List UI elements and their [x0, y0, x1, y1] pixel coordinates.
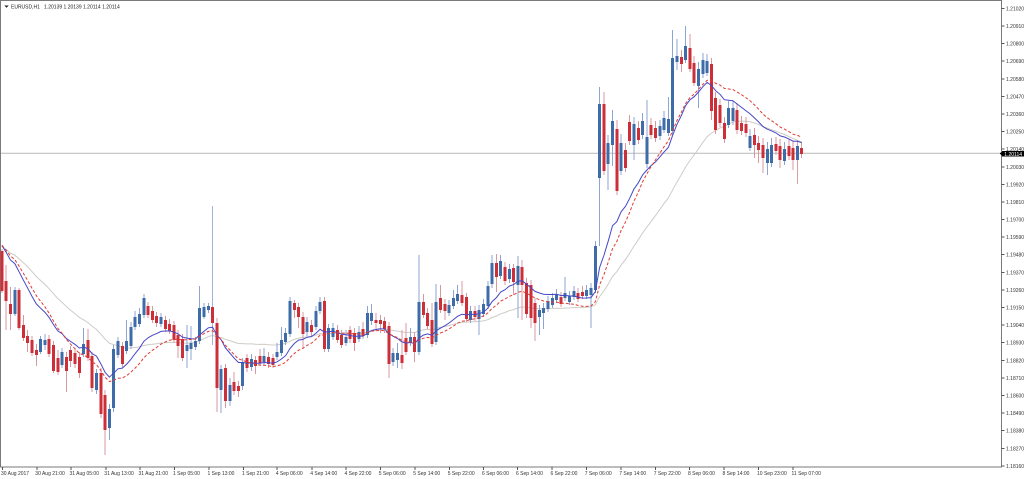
svg-text:1.19370: 1.19370 — [1006, 270, 1024, 276]
svg-text:1.20360: 1.20360 — [1006, 112, 1024, 118]
svg-text:EURUSD,H1 1.20139 1.20139 1.: EURUSD,H1 1.20139 1.20139 1.20114 1.2011… — [11, 5, 120, 11]
svg-text:1.20800: 1.20800 — [1006, 42, 1024, 48]
svg-text:1.18160: 1.18160 — [1006, 464, 1024, 470]
svg-text:1.20690: 1.20690 — [1006, 59, 1024, 65]
svg-text:5 Sep 14:00: 5 Sep 14:00 — [413, 471, 440, 477]
svg-text:1.19810: 1.19810 — [1006, 200, 1024, 206]
svg-text:1.18820: 1.18820 — [1006, 358, 1024, 364]
svg-text:6 Sep 06:00: 6 Sep 06:00 — [482, 471, 509, 477]
svg-text:1.21020: 1.21020 — [1006, 6, 1024, 12]
svg-text:4 Sep 06:00: 4 Sep 06:00 — [276, 471, 303, 477]
svg-text:1.19920: 1.19920 — [1006, 182, 1024, 188]
svg-text:1 Sep 21:00: 1 Sep 21:00 — [242, 471, 269, 477]
svg-text:1.20580: 1.20580 — [1006, 77, 1024, 83]
svg-text:1.20140: 1.20140 — [1006, 147, 1024, 153]
svg-text:30 Aug 21:00: 30 Aug 21:00 — [35, 471, 65, 477]
svg-text:5 Sep 22:00: 5 Sep 22:00 — [448, 471, 475, 477]
svg-text:1.18930: 1.18930 — [1006, 341, 1024, 347]
svg-text:1.20114: 1.20114 — [1004, 152, 1022, 158]
svg-text:8 Sep 06:00: 8 Sep 06:00 — [688, 471, 715, 477]
svg-text:1.18270: 1.18270 — [1006, 446, 1024, 452]
svg-text:1.18490: 1.18490 — [1006, 411, 1024, 417]
svg-text:1.18380: 1.18380 — [1006, 429, 1024, 435]
svg-text:1.19150: 1.19150 — [1006, 306, 1024, 312]
svg-text:31 Aug 21:00: 31 Aug 21:00 — [139, 471, 169, 477]
svg-text:7 Sep 22:00: 7 Sep 22:00 — [654, 471, 681, 477]
svg-text:1.18600: 1.18600 — [1006, 394, 1024, 400]
svg-text:1.19260: 1.19260 — [1006, 288, 1024, 294]
svg-text:1.20910: 1.20910 — [1006, 24, 1024, 30]
svg-text:7 Sep 14:00: 7 Sep 14:00 — [619, 471, 646, 477]
svg-text:1.19590: 1.19590 — [1006, 235, 1024, 241]
svg-text:6 Sep 14:00: 6 Sep 14:00 — [516, 471, 543, 477]
svg-text:10 Sep 23:00: 10 Sep 23:00 — [757, 471, 787, 477]
svg-text:1 Sep 13:00: 1 Sep 13:00 — [208, 471, 235, 477]
svg-text:1 Sep 05:00: 1 Sep 05:00 — [173, 471, 200, 477]
svg-text:4 Sep 14:00: 4 Sep 14:00 — [310, 471, 337, 477]
svg-text:1.20250: 1.20250 — [1006, 130, 1024, 136]
svg-text:31 Aug 13:00: 31 Aug 13:00 — [104, 471, 134, 477]
svg-text:5 Sep 06:00: 5 Sep 06:00 — [379, 471, 406, 477]
svg-text:1.20470: 1.20470 — [1006, 94, 1024, 100]
svg-text:1.20030: 1.20030 — [1006, 165, 1024, 171]
svg-text:8 Sep 14:00: 8 Sep 14:00 — [723, 471, 750, 477]
svg-text:1.19040: 1.19040 — [1006, 323, 1024, 329]
svg-text:1.19480: 1.19480 — [1006, 253, 1024, 259]
svg-text:30 Aug 2017: 30 Aug 2017 — [1, 471, 29, 477]
svg-text:4 Sep 22:00: 4 Sep 22:00 — [345, 471, 372, 477]
svg-text:31 Aug 05:00: 31 Aug 05:00 — [70, 471, 100, 477]
svg-text:1.19700: 1.19700 — [1006, 218, 1024, 224]
svg-text:7 Sep 06:00: 7 Sep 06:00 — [585, 471, 612, 477]
svg-text:11 Sep 07:00: 11 Sep 07:00 — [792, 471, 822, 477]
svg-text:6 Sep 22:00: 6 Sep 22:00 — [551, 471, 578, 477]
svg-text:1.18710: 1.18710 — [1006, 376, 1024, 382]
